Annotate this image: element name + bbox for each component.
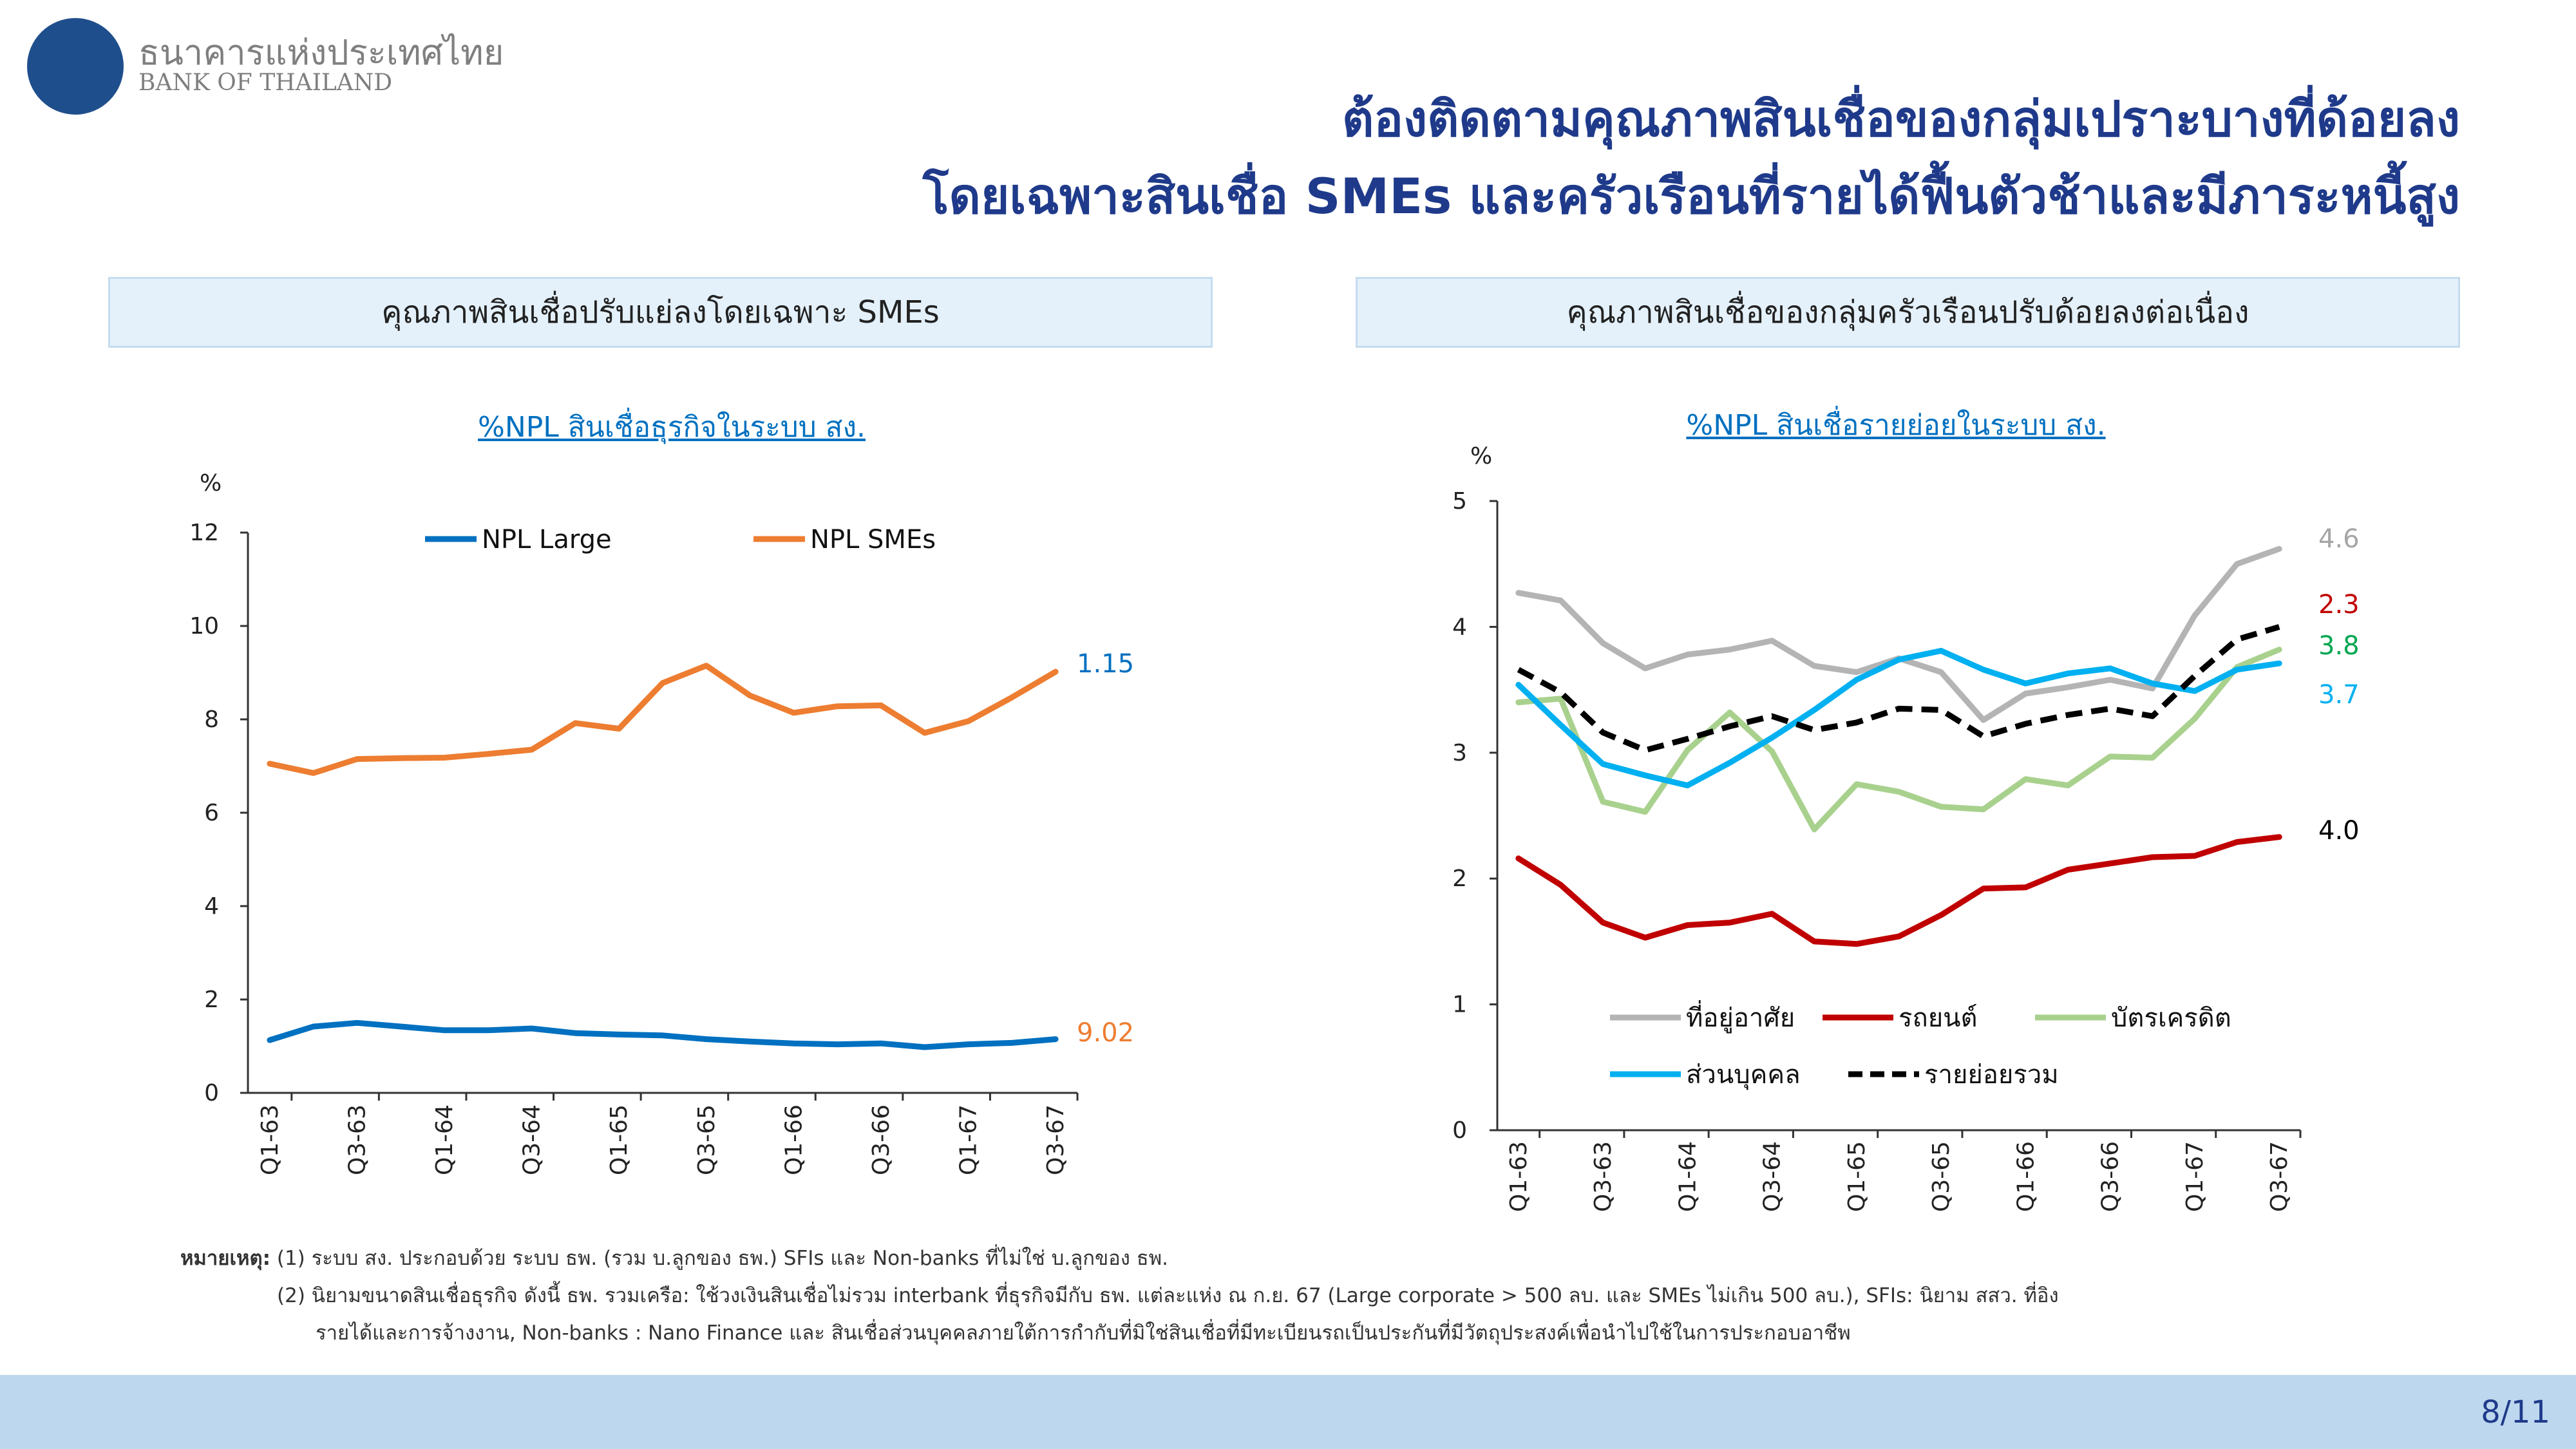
retail-y-tick-label: 1 bbox=[1452, 992, 1467, 1018]
left-section-header: คุณภาพสินเชื่อปรับแย่ลงโดยเฉพาะ SMEs bbox=[108, 277, 1213, 348]
business-x-tick-label: Q1-66 bbox=[781, 1104, 807, 1175]
slide-title-line-1: ต้องติดตามคุณภาพสินเชื่อของกลุ่มเปราะบาง… bbox=[1342, 90, 2460, 147]
page-number: 8/11 bbox=[2481, 1394, 2550, 1430]
retail-series-2-end-label: 2.3 bbox=[2318, 590, 2360, 620]
retail-series-line-1 bbox=[1515, 545, 2282, 723]
business-x-tick-label: Q3-66 bbox=[868, 1104, 895, 1175]
retail-series-4-end-label: 3.7 bbox=[2318, 680, 2360, 710]
business-y-tick-label: 4 bbox=[204, 893, 219, 920]
business-legend-label-1: NPL Large bbox=[482, 525, 612, 554]
business-y-tick-label: 8 bbox=[204, 706, 219, 733]
retail-y-tick-label: 0 bbox=[1452, 1117, 1467, 1144]
business-y-unit-label: % bbox=[200, 470, 222, 497]
retail-series-5-end-label: 4.0 bbox=[2318, 816, 2360, 846]
retail-series-line-3 bbox=[1515, 647, 2282, 833]
retail-y-tick-label: 3 bbox=[1452, 740, 1467, 766]
retail-series-line-4 bbox=[1515, 648, 2282, 789]
retail-series-1-end-label: 4.6 bbox=[2318, 524, 2360, 554]
retail-npl-chart-title: %NPL สินเชื่อรายย่อยในระบบ สง. bbox=[1686, 409, 2106, 442]
retail-x-tick-label: Q3-65 bbox=[1928, 1141, 1955, 1212]
business-legend-label-2: NPL SMEs bbox=[810, 525, 936, 554]
business-npl-chart-title: %NPL สินเชื่อธุรกิจในระบบ สง. bbox=[478, 411, 866, 444]
retail-y-unit-label: % bbox=[1470, 443, 1492, 469]
retail-x-tick-label: Q1-66 bbox=[2012, 1141, 2039, 1212]
business-series-1-end-label: 1.15 bbox=[1077, 649, 1134, 679]
retail-x-tick-label: Q3-63 bbox=[1590, 1141, 1616, 1212]
retail-legend-label-1: ที่อยู่อาศัย bbox=[1686, 1000, 1795, 1033]
retail-x-tick-label: Q3-64 bbox=[1759, 1141, 1786, 1212]
right-section-header: คุณภาพสินเชื่อของกลุ่มครัวเรือนปรับด้อยล… bbox=[1356, 277, 2460, 348]
retail-legend-label-2: รถยนต์ bbox=[1899, 1003, 1977, 1033]
retail-x-tick-label: Q1-67 bbox=[2182, 1141, 2208, 1212]
footnotes: หมายเหตุ: (1) ระบบ สง. ประกอบด้วย ระบบ ธ… bbox=[180, 1240, 2059, 1352]
retail-y-tick-label: 2 bbox=[1452, 866, 1467, 892]
bank-name-english: BANK OF THAILAND bbox=[138, 70, 393, 96]
retail-x-tick-label: Q3-66 bbox=[2098, 1141, 2124, 1212]
footnote-1-text: (1) ระบบ สง. ประกอบด้วย ระบบ ธพ. (รวม บ.… bbox=[276, 1247, 1168, 1270]
footnote-1: หมายเหตุ: (1) ระบบ สง. ประกอบด้วย ระบบ ธ… bbox=[180, 1240, 2059, 1277]
footnote-2: (2) นิยามขนาดสินเชื่อธุรกิจ ดังนี้ ธพ. ร… bbox=[277, 1284, 2059, 1307]
business-y-tick-label: 2 bbox=[204, 987, 219, 1013]
footer-bar bbox=[0, 1375, 2576, 1449]
business-series-2-end-label: 9.02 bbox=[1077, 1018, 1134, 1048]
business-x-tick-label: Q1-67 bbox=[956, 1104, 982, 1175]
business-x-tick-label: Q1-64 bbox=[431, 1104, 458, 1175]
retail-x-tick-label: Q1-65 bbox=[1844, 1141, 1870, 1212]
business-y-tick-label: 0 bbox=[204, 1080, 219, 1106]
business-x-tick-label: Q3-63 bbox=[344, 1104, 370, 1175]
business-x-tick-label: Q1-63 bbox=[257, 1104, 283, 1175]
retail-x-tick-label: Q1-63 bbox=[1506, 1141, 1532, 1212]
footnote-label: หมายเหตุ: bbox=[180, 1247, 270, 1270]
business-y-tick-label: 10 bbox=[189, 613, 219, 639]
retail-series-line-5 bbox=[1517, 624, 2280, 753]
retail-series-3-end-label: 3.8 bbox=[2318, 631, 2360, 661]
bank-name-thai: ธนาคารแห่งประเทศไทย bbox=[138, 32, 504, 73]
business-y-tick-label: 12 bbox=[189, 520, 219, 546]
retail-x-tick-label: Q3-67 bbox=[2266, 1141, 2293, 1212]
retail-legend-label-3: บัตรเครดิต bbox=[2111, 1003, 2231, 1033]
business-x-tick-label: Q1-65 bbox=[606, 1104, 632, 1175]
retail-legend-label-4: ส่วนบุคคล bbox=[1686, 1060, 1801, 1090]
business-x-tick-label: Q3-64 bbox=[519, 1104, 545, 1175]
retail-y-tick-label: 5 bbox=[1452, 488, 1467, 515]
footnote-2-cont: รายได้และการจ้างงาน, Non-banks : Nano Fi… bbox=[316, 1321, 1851, 1345]
retail-legend-label-5: รายย่อยรวม bbox=[1924, 1060, 2059, 1090]
retail-x-tick-label: Q1-64 bbox=[1674, 1141, 1701, 1212]
retail-series-line-2 bbox=[1515, 834, 2282, 947]
slide-title-line-2: โดยเฉพาะสินเชื่อ SMEs และครัวเรือนที่ราย… bbox=[922, 167, 2460, 225]
business-y-tick-label: 6 bbox=[204, 800, 219, 826]
business-series-line-1 bbox=[267, 1019, 1059, 1050]
business-x-tick-label: Q3-67 bbox=[1043, 1104, 1069, 1175]
retail-y-tick-label: 4 bbox=[1452, 614, 1467, 640]
business-series-line-2 bbox=[267, 663, 1059, 776]
business-x-tick-label: Q3-65 bbox=[694, 1104, 720, 1175]
bank-logo bbox=[27, 18, 124, 115]
